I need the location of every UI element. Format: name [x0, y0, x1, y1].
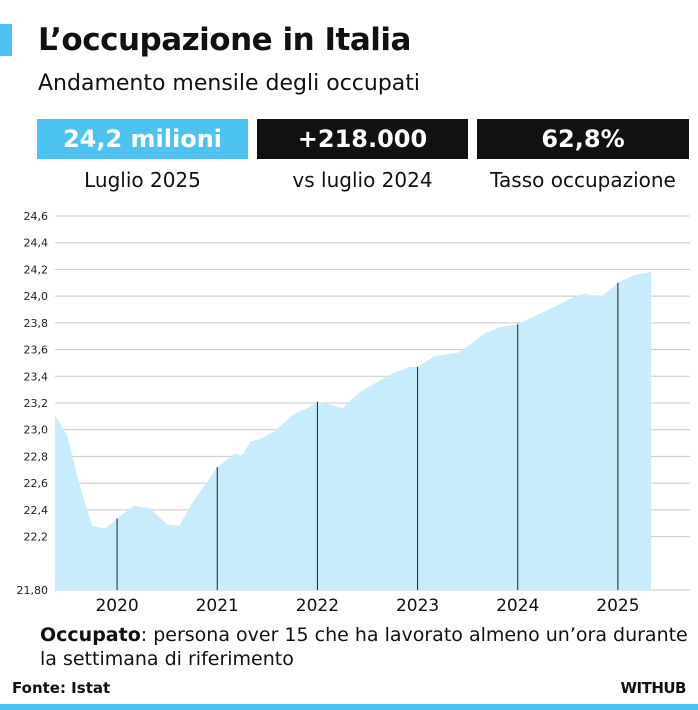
page-subtitle: Andamento mensile degli occupati	[38, 71, 421, 96]
source-label: Fonte: Istat	[12, 679, 111, 697]
kpi-label-rate: Tasso occupazione	[490, 168, 676, 192]
kpi-value-rate: 62,8%	[477, 119, 689, 159]
kpi-label-employed: Luglio 2025	[84, 168, 201, 192]
y-tick-label: 24,4	[24, 237, 49, 250]
withub-logo: WITHUB	[620, 679, 686, 697]
employment-chart: 24,6 24,4 24,2 24,0 23,8 23,6 23,4 23,2 23,0 22,8…	[17, 210, 690, 616]
employment-area	[55, 272, 651, 590]
y-tick-label: 22,4	[24, 504, 49, 517]
y-tick-label: 23,0	[24, 424, 49, 437]
y-tick-label: 22,2	[24, 531, 49, 544]
y-tick-label: 22,8	[24, 450, 49, 463]
kpi-value-employed: 24,2 milioni	[37, 119, 248, 159]
x-tick-label: 2024	[496, 596, 539, 616]
bottom-accent-bar	[0, 704, 698, 710]
y-tick-label: 23,4	[24, 370, 49, 383]
x-tick-label: 2023	[396, 596, 439, 616]
kpi-value-change: +218.000	[257, 119, 468, 159]
footnote: Occupato: persona over 15 che ha lavorat…	[40, 623, 690, 671]
y-tick-label: 23,8	[24, 317, 49, 330]
kpi-label-change: vs luglio 2024	[292, 168, 433, 192]
footnote-term: Occupato	[40, 624, 141, 646]
x-tick-label: 2021	[196, 596, 239, 616]
y-tick-label: 24,0	[24, 290, 49, 303]
x-axis-ticks: 2020 2021 2022 2023 2024 2025	[95, 596, 639, 616]
x-tick-label: 2020	[95, 596, 138, 616]
y-axis-ticks: 24,6 24,4 24,2 24,0 23,8 23,6 23,4 23,2 23,0 22,8…	[17, 210, 49, 597]
x-tick-label: 2022	[296, 596, 339, 616]
x-tick-label: 2025	[596, 596, 639, 616]
year-marker-layer	[116, 282, 619, 590]
area-layer	[55, 272, 651, 590]
y-tick-label: 23,2	[24, 397, 49, 410]
y-tick-label: 24,2	[24, 263, 49, 276]
y-tick-label: 21,80	[17, 584, 49, 597]
title-accent-bar	[0, 24, 12, 56]
y-tick-label: 23,6	[24, 344, 49, 357]
footnote-text: : persona over 15 che ha lavorato almeno…	[40, 624, 688, 670]
y-tick-label: 22,6	[24, 477, 49, 490]
y-tick-label: 24,6	[24, 210, 49, 223]
page-title: L’occupazione in Italia	[38, 22, 411, 58]
